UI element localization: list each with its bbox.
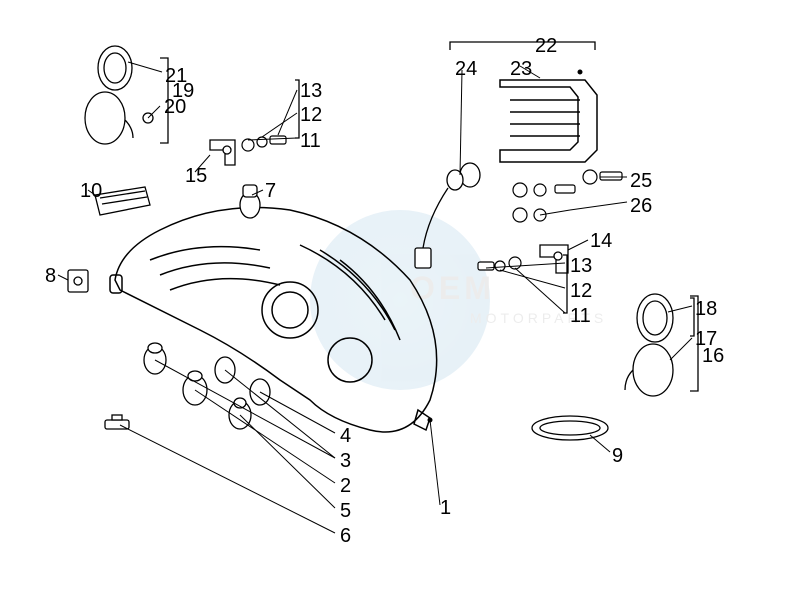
callout-1: 1 [440,497,451,520]
callout-12: 12 [570,280,592,303]
callout-12: 12 [300,104,322,127]
callout-17: 17 [695,328,717,351]
callout-18: 18 [695,298,717,321]
callout-14: 14 [590,230,612,253]
callout-23: 23 [510,58,532,81]
callout-3: 3 [340,450,351,473]
callout-8: 8 [45,265,56,288]
callout-13: 13 [570,255,592,278]
parts-illustration [0,0,800,600]
callout-21: 21 [165,65,187,88]
callout-11: 11 [570,305,591,328]
callout-2: 2 [340,475,351,498]
callout-6: 6 [340,525,351,548]
callout-9: 9 [612,445,623,468]
callout-11: 11 [300,130,321,153]
callout-20: 20 [164,96,186,119]
diagram-container: OEM MOTORPARTS [0,0,800,600]
callout-25: 25 [630,170,652,193]
callout-13: 13 [300,80,322,103]
callout-5: 5 [340,500,351,523]
callout-26: 26 [630,195,652,218]
callout-22: 22 [535,35,557,58]
callout-4: 4 [340,425,351,448]
callout-7: 7 [265,180,276,203]
callout-24: 24 [455,58,477,81]
callout-10: 10 [80,180,102,203]
callout-15: 15 [185,165,207,188]
